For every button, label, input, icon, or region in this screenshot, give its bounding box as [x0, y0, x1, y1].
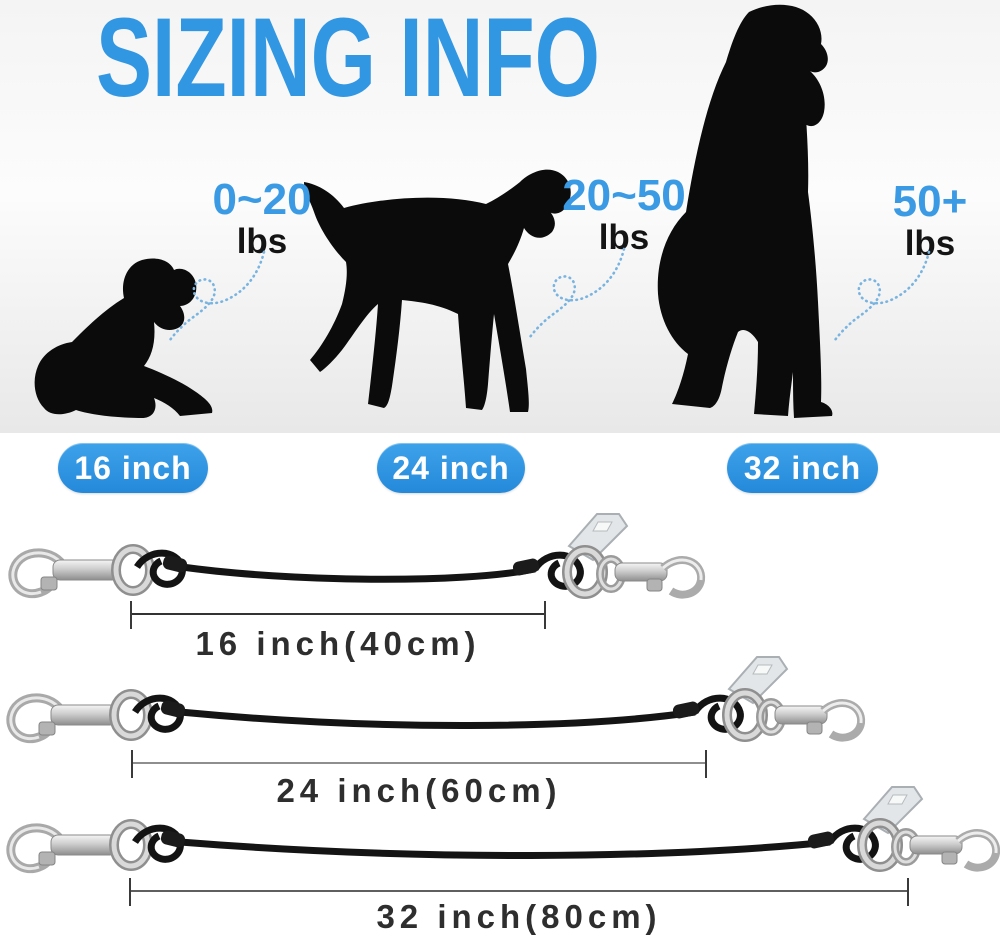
measurement-label: 16 inch(40cm): [195, 625, 481, 662]
measurement-line: [131, 750, 707, 778]
measurement-label: 24 inch(60cm): [276, 772, 562, 809]
cable-photo-32-inch: [0, 775, 1000, 915]
size-badge-24-inch: 24 inch: [377, 443, 525, 493]
medium-dog-silhouette: [304, 169, 571, 412]
weight-unit-text: lbs: [904, 224, 956, 263]
black-cable: [181, 563, 536, 583]
large-dog-silhouette: [657, 4, 833, 418]
weight-range-text: 0~20: [212, 175, 312, 224]
measurement-line: [130, 601, 546, 629]
snap-hook-icon: [11, 824, 187, 869]
snap-hook-icon: [672, 657, 861, 738]
dotted-swirl-arrow-icon: [528, 247, 626, 339]
weight-range-text: 20~50: [562, 171, 686, 220]
cable-photo-24-inch: [0, 645, 1000, 785]
weight-unit-text: lbs: [236, 222, 288, 261]
measurement-line: [129, 878, 909, 906]
cable-photo-16-inch: [0, 500, 1000, 640]
dotted-swirl-arrow-icon: [168, 250, 266, 342]
measurement-label: 32 inch(80cm): [376, 898, 662, 935]
weight-label-medium: 20~50 lbs: [549, 171, 699, 256]
small-dog-silhouette: [34, 258, 213, 418]
weight-label-small: 0~20 lbs: [187, 175, 337, 261]
snap-hook-icon: [13, 549, 189, 594]
size-badge-16-inch: 16 inch: [58, 443, 208, 493]
snap-hook-icon: [512, 514, 701, 595]
size-badge-32-inch: 32 inch: [727, 443, 878, 493]
black-cable: [179, 838, 831, 859]
dotted-swirl-arrow-icon: [833, 250, 931, 342]
snap-hook-icon: [807, 787, 996, 868]
weight-range-text: 50+: [892, 177, 968, 226]
page-title: SIZING INFO: [96, 0, 600, 120]
black-cable: [179, 708, 696, 730]
snap-hook-icon: [11, 694, 187, 739]
weight-label-large: 50+ lbs: [855, 177, 1000, 263]
